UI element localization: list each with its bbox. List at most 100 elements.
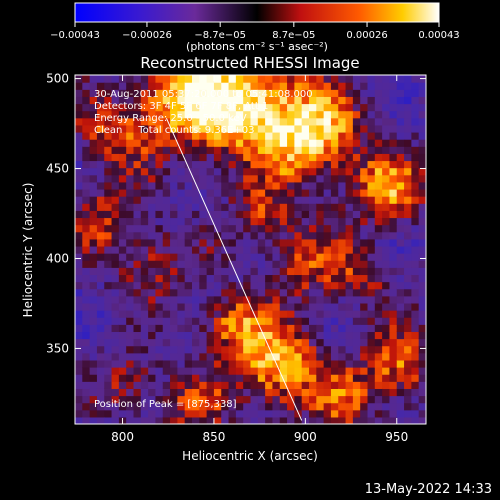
heatmap-cell [213,210,222,219]
heatmap-cell [389,96,398,105]
heatmap-cell [418,210,426,219]
heatmap-cell [316,217,325,226]
heatmap-cell [118,288,127,297]
heatmap-cell [126,153,135,162]
heatmap-cell [118,388,127,397]
heatmap-cell [148,367,157,375]
heatmap-cell [104,89,113,97]
heatmap-cell [199,89,208,97]
heatmap-cell [279,238,288,247]
heatmap-cell [330,124,339,133]
heatmap-cell [206,295,215,304]
heatmap-cell [228,416,237,424]
heatmap-cell [257,310,266,318]
heatmap-cell [272,174,281,183]
heatmap-cell [111,96,120,105]
heatmap-cell [338,89,347,97]
heatmap-cell [96,352,105,361]
heatmap-cell [265,96,274,105]
heatmap-cell [243,274,252,283]
solar-limb-line [165,117,303,421]
heatmap-cell [279,167,288,176]
heatmap-cell [389,260,398,268]
heatmap-cell [418,174,426,183]
heatmap-cell [75,381,83,389]
heatmap-cell [75,89,83,97]
heatmap-cell [104,267,113,276]
heatmap-cell [82,131,91,140]
heatmap-cell [330,131,339,140]
heatmap-cell [411,203,420,211]
heatmap-cell [199,367,208,375]
heatmap-cell [133,139,142,147]
heatmap-cell [148,160,157,169]
heatmap-cell [272,196,281,204]
heatmap-cell [257,416,266,424]
heatmap-cell [89,89,98,97]
heatmap-cell [148,324,157,333]
heatmap-cell [330,188,339,197]
heatmap-cell [338,367,347,375]
heatmap-cell [133,196,142,204]
heatmap-cell [155,338,164,347]
heatmap-cell [360,174,369,183]
heatmap-cell [228,352,237,361]
heatmap-cell [148,96,157,105]
heatmap-cell [352,359,361,368]
heatmap-cell [330,153,339,162]
heatmap-cell [82,139,91,147]
heatmap-cell [75,82,83,90]
heatmap-cell [338,288,347,297]
heatmap-cell [345,89,354,97]
heatmap-cell [389,302,398,311]
heatmap-cell [338,96,347,105]
heatmap-cell [257,196,266,204]
heatmap-cell [192,231,200,240]
heatmap-cell [272,96,281,105]
heatmap-cell [82,210,91,219]
heatmap-cell [228,274,237,283]
heatmap-cell [199,345,208,354]
heatmap-cell [382,174,391,183]
heatmap-cell [111,245,120,254]
heatmap-cell [411,124,420,133]
heatmap-cell [177,381,186,389]
heatmap-cell [374,75,383,83]
heatmap-cell [206,153,215,162]
heatmap-cell [126,117,135,126]
heatmap-cell [396,267,405,276]
heatmap-cell [396,338,405,347]
heatmap-cell [126,374,135,382]
heatmap-cell [89,345,98,354]
heatmap-cell [257,260,266,268]
heatmap-cell [126,210,135,219]
heatmap-cell [199,409,208,418]
heatmap-cell [330,82,339,90]
heatmap-cell [126,352,135,361]
heatmap-cell [243,110,252,119]
heatmap-cell [118,317,127,325]
heatmap-cell [243,181,252,190]
heatmap-cell [96,338,105,347]
heatmap-cell [177,110,186,119]
heatmap-cell [96,409,105,418]
heatmap-cell [389,345,398,354]
heatmap-cell [411,416,420,424]
heatmap-cell [265,331,274,340]
heatmap-cell [411,253,420,261]
heatmap-cell [111,160,120,169]
heatmap-cell [104,146,113,154]
heatmap-cell [75,131,83,140]
heatmap-cell [338,238,347,247]
heatmap-cell [235,210,244,219]
heatmap-cell [118,96,127,105]
heatmap-cell [221,75,230,83]
heatmap-cell [96,367,105,375]
heatmap-cell [396,238,405,247]
heatmap-cell [162,117,171,126]
heatmap-cell [104,345,113,354]
heatmap-cell [279,310,288,318]
heatmap-cell [192,117,200,126]
heatmap-cell [140,224,149,233]
heatmap-cell [330,338,339,347]
